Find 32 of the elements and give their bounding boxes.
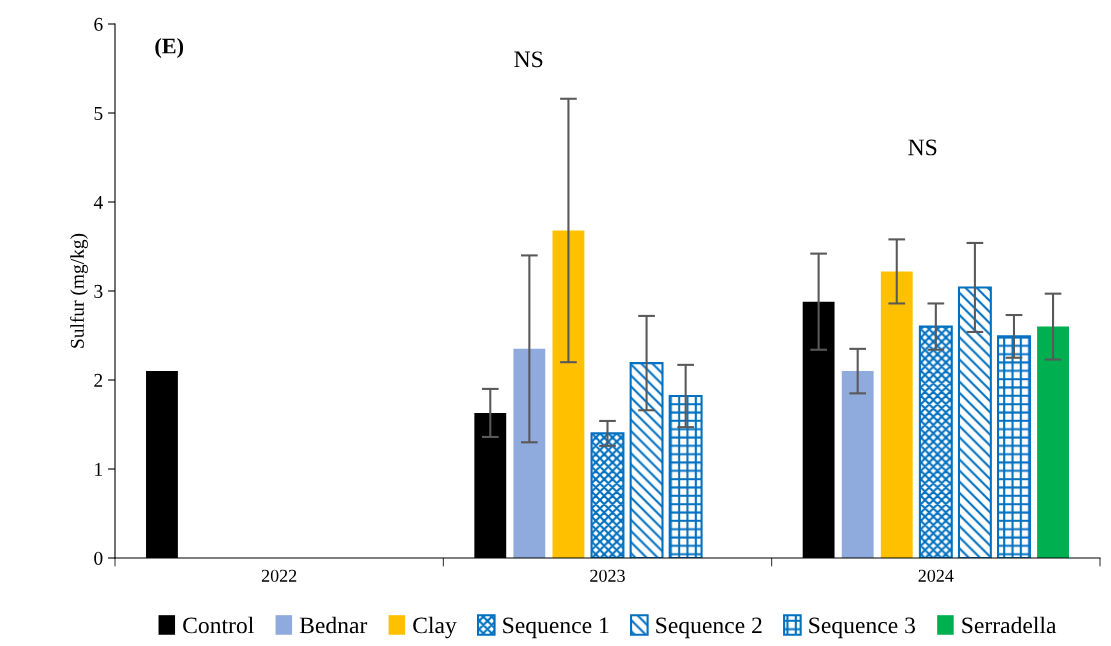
bar (880, 271, 913, 558)
bar (668, 394, 703, 558)
annotation: NS (514, 51, 543, 68)
y-tick-label: 6 (94, 17, 103, 31)
bar (1037, 326, 1069, 558)
y-tick-label: 5 (94, 107, 103, 120)
legend-label: Bednar (299, 616, 368, 634)
y-axis-title: Sulfur (mg/kg) (70, 233, 88, 348)
annotation: (E) (155, 37, 184, 59)
bar (590, 432, 625, 558)
x-tick-label: 2022 (261, 569, 297, 582)
bar (629, 362, 664, 558)
bar (552, 230, 585, 558)
legend-label: Sequence 3 (809, 617, 915, 639)
annotation: NS (908, 139, 937, 156)
x-tick-label: 2024 (918, 569, 954, 582)
y-tick-label: 4 (93, 195, 103, 209)
bar (957, 286, 992, 558)
y-tick-label: 0 (94, 551, 103, 565)
y-tick-label: 3 (94, 284, 103, 298)
legend-label: Clay (413, 616, 457, 639)
bar (997, 335, 1031, 558)
bar (513, 348, 546, 558)
bar (841, 371, 874, 558)
legend-label: Sequence 1 (503, 617, 609, 639)
x-tick-label: 2023 (590, 569, 625, 582)
legend-label: Sequence 2 (656, 617, 762, 639)
y-tick-label: 2 (94, 373, 103, 387)
y-tick-label: 1 (95, 462, 103, 476)
legend-label: Serradella (962, 616, 1057, 634)
legend-label: Control (183, 616, 254, 634)
bar (918, 325, 953, 558)
